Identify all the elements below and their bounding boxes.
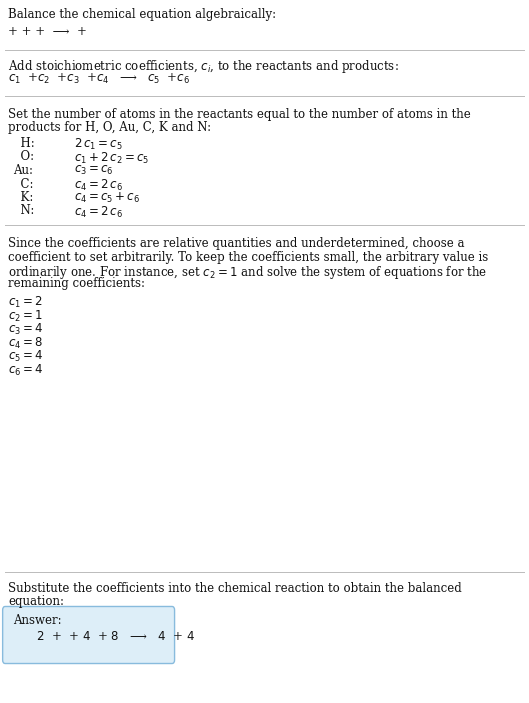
Text: H:: H: <box>13 137 35 150</box>
Text: equation:: equation: <box>8 595 64 608</box>
Text: $c_6 = 4$: $c_6 = 4$ <box>8 363 43 378</box>
Text: Add stoichiometric coefficients, $c_i$, to the reactants and products:: Add stoichiometric coefficients, $c_i$, … <box>8 58 399 75</box>
Text: remaining coefficients:: remaining coefficients: <box>8 278 145 290</box>
FancyBboxPatch shape <box>3 607 175 664</box>
Text: $c_2 = 1$: $c_2 = 1$ <box>8 309 43 323</box>
Text: ordinarily one. For instance, set $c_2 = 1$ and solve the system of equations fo: ordinarily one. For instance, set $c_2 =… <box>8 264 487 281</box>
Text: $c_3 = c_6$: $c_3 = c_6$ <box>74 164 114 177</box>
Text: $c_4 = 2\,c_6$: $c_4 = 2\,c_6$ <box>74 177 123 193</box>
Text: K:: K: <box>13 191 34 204</box>
Text: products for H, O, Au, C, K and N:: products for H, O, Au, C, K and N: <box>8 121 211 134</box>
Text: $c_4 = 8$: $c_4 = 8$ <box>8 335 43 351</box>
Text: $2$  +  + $4$  + $8$   ⟶   $4$  + $4$: $2$ + + $4$ + $8$ ⟶ $4$ + $4$ <box>29 630 195 643</box>
Text: Substitute the coefficients into the chemical reaction to obtain the balanced: Substitute the coefficients into the che… <box>8 582 462 595</box>
Text: $c_5 = 4$: $c_5 = 4$ <box>8 349 43 364</box>
Text: $2\,c_1 = c_5$: $2\,c_1 = c_5$ <box>74 137 123 152</box>
Text: Set the number of atoms in the reactants equal to the number of atoms in the: Set the number of atoms in the reactants… <box>8 108 471 121</box>
Text: $c_1 = 2$: $c_1 = 2$ <box>8 295 43 310</box>
Text: N:: N: <box>13 205 34 217</box>
Text: Au:: Au: <box>13 164 33 177</box>
Text: $c_1$  +$c_2$  +$c_3$  +$c_4$   ⟶   $c_5$  +$c_6$: $c_1$ +$c_2$ +$c_3$ +$c_4$ ⟶ $c_5$ +$c_6… <box>8 72 190 86</box>
Text: $c_4 = c_5 + c_6$: $c_4 = c_5 + c_6$ <box>74 191 140 205</box>
Text: C:: C: <box>13 177 34 191</box>
Text: Balance the chemical equation algebraically:: Balance the chemical equation algebraica… <box>8 8 276 21</box>
Text: Answer:: Answer: <box>13 614 62 627</box>
Text: $c_3 = 4$: $c_3 = 4$ <box>8 322 43 337</box>
Text: Since the coefficients are relative quantities and underdetermined, choose a: Since the coefficients are relative quan… <box>8 237 464 250</box>
Text: O:: O: <box>13 150 34 164</box>
Text: $c_1 + 2\,c_2 = c_5$: $c_1 + 2\,c_2 = c_5$ <box>74 150 149 166</box>
Text: + + +  ⟶  +: + + + ⟶ + <box>8 25 87 38</box>
Text: $c_4 = 2\,c_6$: $c_4 = 2\,c_6$ <box>74 205 123 219</box>
Text: coefficient to set arbitrarily. To keep the coefficients small, the arbitrary va: coefficient to set arbitrarily. To keep … <box>8 250 488 264</box>
